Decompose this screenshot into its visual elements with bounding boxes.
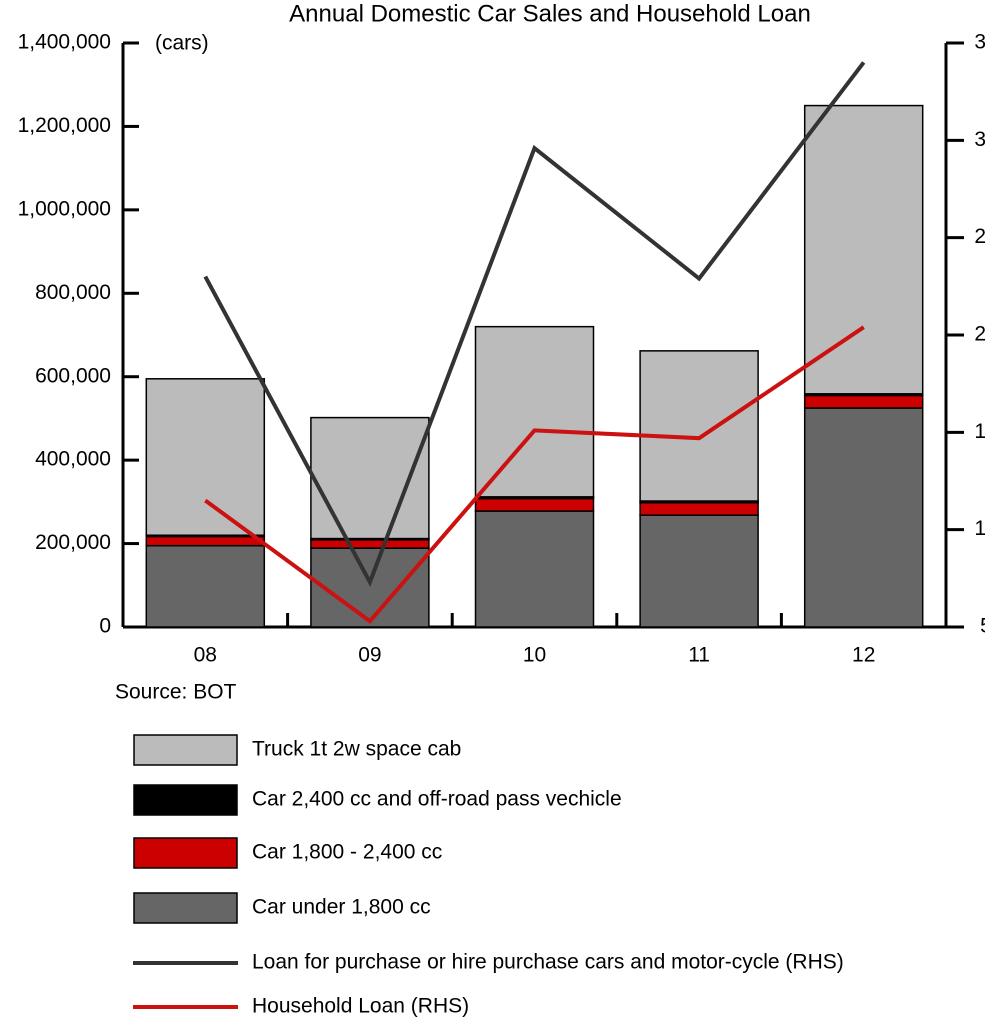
y-tick-label: 1,400,000 <box>18 31 111 54</box>
legend-label: Household Loan (RHS) <box>252 995 469 1018</box>
bar-segment <box>803 104 924 395</box>
x-tick-label: 09 <box>358 644 381 667</box>
bar-segment <box>639 350 759 502</box>
bar-segment <box>803 407 924 628</box>
y-tick-label: 400,000 <box>35 448 111 471</box>
bar-segment <box>474 510 595 628</box>
bar-segment <box>145 544 266 628</box>
y-tick-label: 800,000 <box>35 281 111 304</box>
y-tick-label: 200,000 <box>35 531 111 554</box>
line-series <box>204 325 865 624</box>
bar-segment <box>145 378 266 536</box>
y-tick-label: 1,000,000 <box>18 197 111 220</box>
source-note: Source: BOT <box>115 681 237 704</box>
legend-swatch <box>133 734 238 766</box>
legend-swatch <box>133 837 238 869</box>
bar-segment <box>474 497 595 512</box>
legend-swatch <box>133 892 238 924</box>
line-series <box>203 61 866 588</box>
y-unit: (cars) <box>155 32 209 55</box>
bar-segment <box>639 514 759 628</box>
y2-tick-label: 20 <box>974 323 985 346</box>
legend-label: Truck 1t 2w space cab <box>252 738 461 761</box>
bar-segment <box>310 547 430 628</box>
y2-tick-label: 5 <box>980 615 985 638</box>
y-tick-label: 1,200,000 <box>18 114 111 137</box>
y2-tick-label: 15 <box>974 420 985 443</box>
chart-title: Annual Domestic Car Sales and Household … <box>289 0 811 27</box>
bar-segment <box>803 394 924 409</box>
x-tick-label: 11 <box>688 644 710 667</box>
bar-segment <box>145 535 266 547</box>
y2-tick-label: 35 <box>974 31 985 54</box>
bar-segment <box>639 501 759 516</box>
y2-tick-label: 30 <box>974 128 985 151</box>
x-tick-label: 08 <box>194 644 217 667</box>
bar-segment <box>310 539 430 549</box>
y2-tick-label: 25 <box>974 225 985 248</box>
legend-label: Car 2,400 cc and off-road pass vechicle <box>252 788 622 811</box>
legend-label: Car under 1,800 cc <box>252 896 431 919</box>
legend-swatch <box>133 784 238 816</box>
bar-segment <box>474 325 595 498</box>
y-tick-label: 0 <box>99 615 111 638</box>
x-tick-label: 10 <box>523 644 546 667</box>
x-tick-label: 12 <box>852 644 875 667</box>
y-tick-label: 600,000 <box>35 364 111 387</box>
y2-tick-label: 10 <box>974 517 985 540</box>
legend-label: Car 1,800 - 2,400 cc <box>252 841 442 864</box>
legend-label: Loan for purchase or hire purchase cars … <box>252 951 844 974</box>
